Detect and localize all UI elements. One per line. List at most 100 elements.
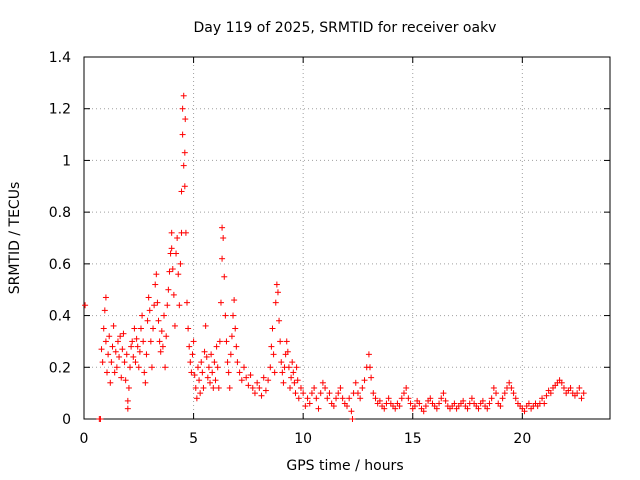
- data-point: [510, 390, 517, 397]
- data-point: [121, 359, 128, 366]
- data-point: [106, 333, 113, 340]
- data-point: [283, 338, 290, 345]
- data-point: [254, 379, 261, 386]
- data-point: [422, 403, 429, 410]
- data-point: [295, 395, 302, 402]
- data-point: [249, 384, 256, 391]
- data-point: [464, 405, 471, 412]
- data-point: [385, 395, 392, 402]
- data-point: [110, 322, 117, 329]
- data-point: [231, 297, 238, 304]
- data-point: [127, 364, 134, 371]
- data-point: [324, 395, 331, 402]
- x-axis-label: GPS time / hours: [286, 458, 403, 474]
- data-point: [302, 403, 309, 410]
- data-point: [251, 390, 258, 397]
- chart-title: Day 119 of 2025, SRMTID for receiver oak…: [194, 20, 497, 36]
- data-point: [200, 384, 207, 391]
- data-point: [407, 400, 414, 407]
- data-point: [219, 224, 226, 231]
- data-point: [506, 379, 513, 386]
- data-point: [539, 395, 546, 402]
- data-point: [225, 369, 232, 376]
- data-point: [164, 302, 171, 309]
- data-point: [101, 307, 108, 314]
- data-point: [148, 364, 155, 371]
- data-point: [152, 281, 159, 288]
- data-point: [196, 377, 203, 384]
- data-point: [293, 364, 300, 371]
- data-point: [558, 379, 565, 386]
- data-point: [197, 390, 204, 397]
- data-point: [247, 372, 254, 379]
- data-point: [287, 384, 294, 391]
- data-point: [438, 395, 445, 402]
- data-point: [265, 377, 272, 384]
- data-point: [177, 260, 184, 267]
- data-point: [155, 317, 162, 324]
- data-point: [97, 416, 104, 422]
- data-point: [574, 390, 581, 397]
- data-point: [420, 408, 427, 415]
- data-point: [210, 384, 217, 391]
- data-point: [232, 325, 239, 332]
- data-point: [346, 395, 353, 402]
- plot-frame: [83, 56, 611, 420]
- data-point: [258, 392, 265, 399]
- data-point: [313, 395, 320, 402]
- data-point: [105, 351, 112, 358]
- data-point: [185, 325, 192, 332]
- data-point: [256, 384, 263, 391]
- data-point: [349, 416, 356, 422]
- data-point: [156, 338, 163, 345]
- data-point: [315, 405, 322, 412]
- data-point: [326, 390, 333, 397]
- data-point: [468, 395, 475, 402]
- data-point: [100, 325, 107, 332]
- data-point: [168, 229, 175, 236]
- data-point: [187, 359, 194, 366]
- data-point: [176, 302, 183, 309]
- data-point: [113, 364, 120, 371]
- data-point: [179, 105, 186, 112]
- data-point: [354, 390, 361, 397]
- data-point: [372, 395, 379, 402]
- data-point: [193, 395, 200, 402]
- data-point: [392, 405, 399, 412]
- data-point: [541, 400, 548, 407]
- data-point: [194, 364, 201, 371]
- data-point: [222, 312, 229, 319]
- data-point: [233, 343, 240, 350]
- data-point: [208, 351, 215, 358]
- data-point: [433, 405, 440, 412]
- data-point: [234, 359, 241, 366]
- data-point: [146, 307, 153, 314]
- data-point: [82, 302, 89, 309]
- data-point: [154, 299, 161, 306]
- data-point: [451, 400, 458, 407]
- data-point: [300, 390, 307, 397]
- data-point: [102, 294, 109, 301]
- data-point: [145, 294, 152, 301]
- data-point: [442, 397, 449, 404]
- data-point: [214, 364, 221, 371]
- x-tick-label: 15: [404, 431, 422, 447]
- data-point: [182, 229, 189, 236]
- data-point: [175, 271, 182, 278]
- data-point: [213, 343, 220, 350]
- data-point: [123, 351, 130, 358]
- x-tick-labels: 0 5 10 15 20: [80, 431, 532, 447]
- data-point: [139, 312, 146, 319]
- data-point: [330, 403, 337, 410]
- data-point: [398, 395, 405, 402]
- data-point: [484, 405, 491, 412]
- data-point: [171, 322, 178, 329]
- data-point: [189, 351, 196, 358]
- y-tick-label: 0: [62, 412, 71, 428]
- data-point: [160, 312, 167, 319]
- data-point: [204, 374, 211, 381]
- data-point: [367, 364, 374, 371]
- data-point: [104, 369, 111, 376]
- data-point: [279, 369, 286, 376]
- data-point: [335, 390, 342, 397]
